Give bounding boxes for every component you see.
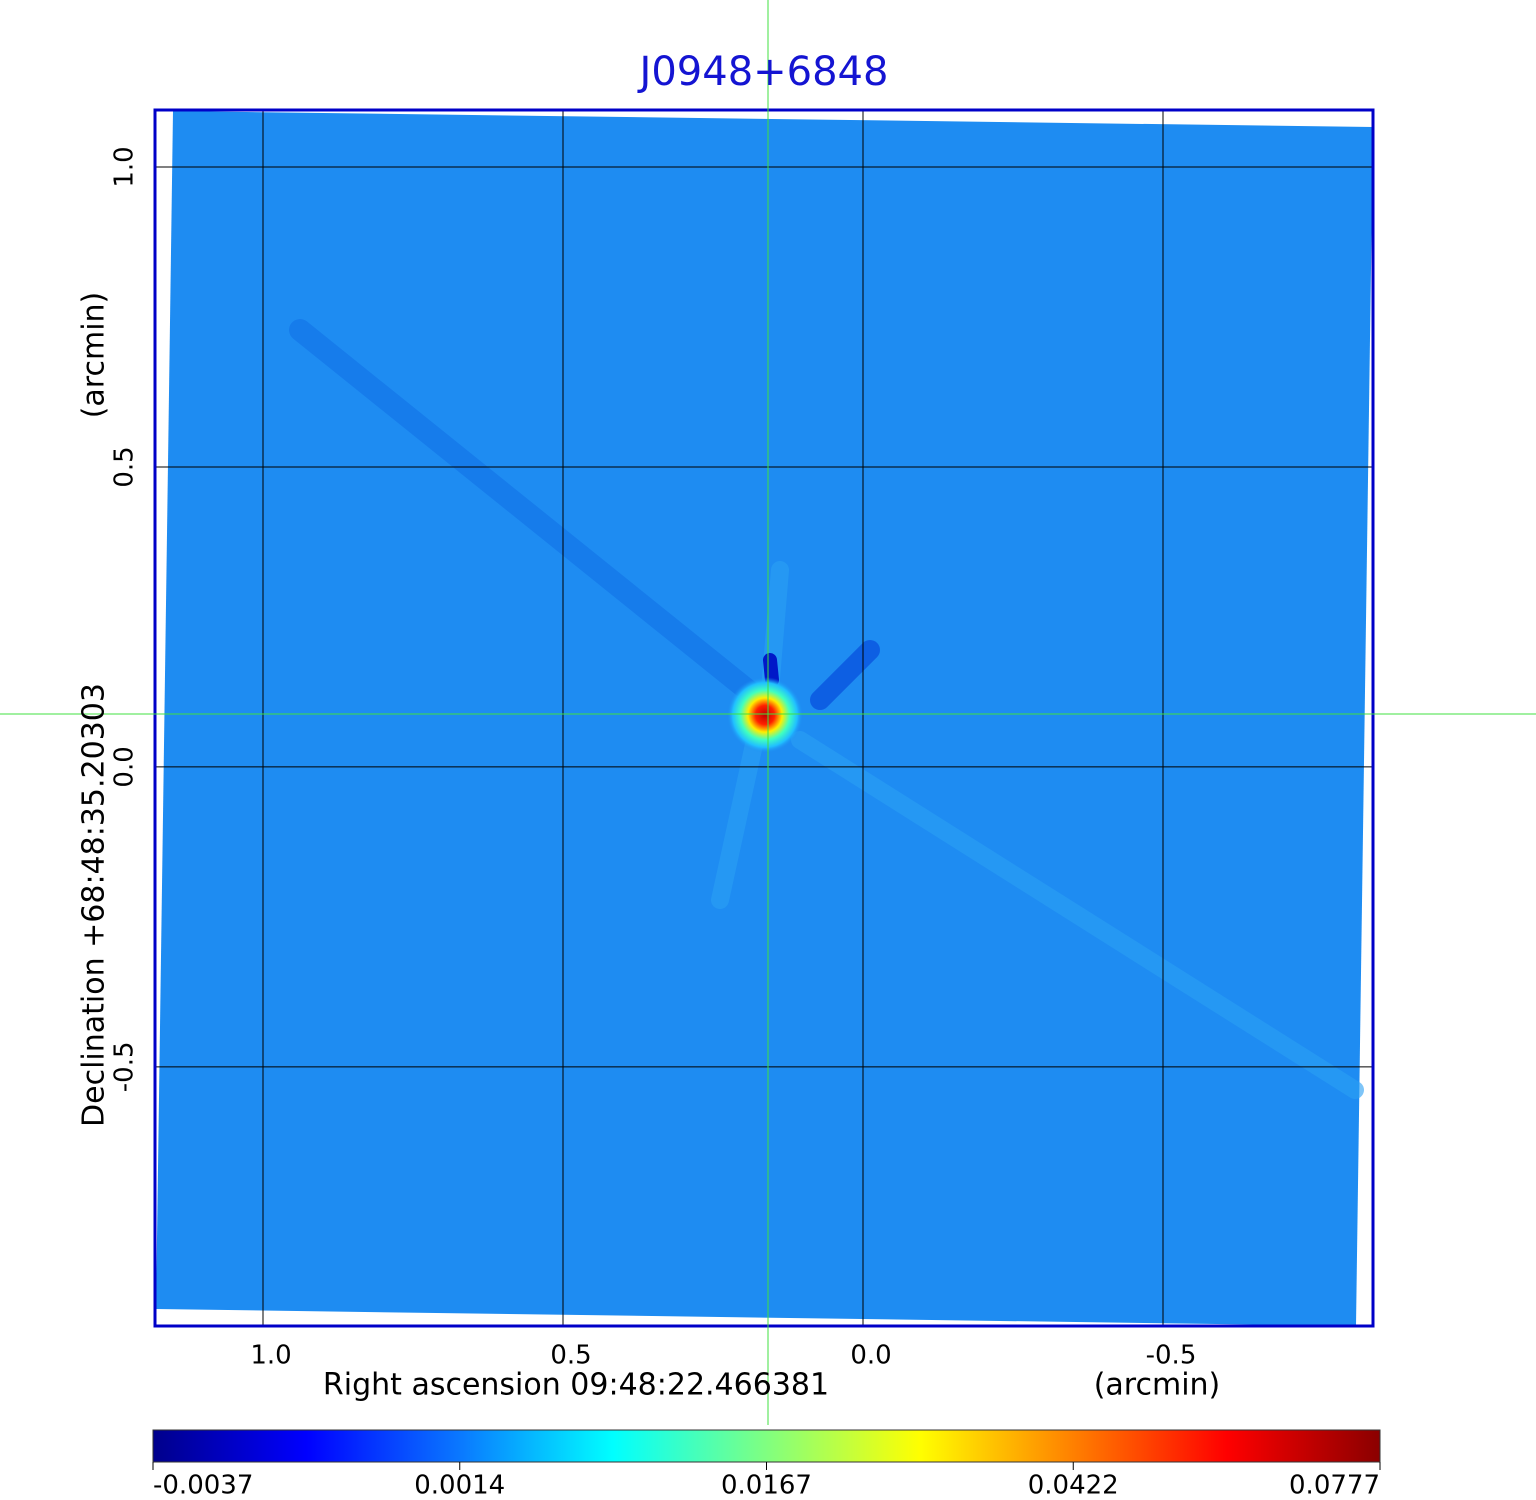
x-tick-label: 1.0	[250, 1341, 291, 1371]
colorbar-tick-label: 0.0014	[414, 1471, 505, 1500]
y-tick-label: -0.5	[110, 1041, 140, 1092]
image-structure	[289, 319, 1364, 1099]
y-tick-label: 0.0	[110, 746, 140, 787]
x-axis-unit: (arcmin)	[1094, 1368, 1221, 1403]
chart-title: J0948+6848	[637, 49, 889, 95]
grid	[155, 110, 1373, 1326]
y-axis-unit: (arcmin)	[77, 292, 112, 419]
frame	[153, 108, 1375, 1328]
x-tick-label: 0.0	[850, 1341, 891, 1371]
colorbar-tick-label: 0.0167	[721, 1471, 812, 1500]
colorbar-tick-label: 0.0777	[1289, 1471, 1380, 1500]
colorbar-tick-label: 0.0422	[1028, 1471, 1119, 1500]
x-axis-label: Right ascension 09:48:22.466381	[323, 1368, 829, 1403]
colorbar-tick-label: -0.0037	[153, 1471, 253, 1500]
x-tick-label: -0.5	[1146, 1341, 1197, 1371]
x-tick-label: 0.5	[550, 1341, 591, 1371]
y-tick-label: 1.0	[110, 146, 140, 187]
colorbar	[152, 1429, 1381, 1463]
y-tick-label: 0.5	[110, 446, 140, 487]
source	[727, 677, 803, 753]
y-axis-label: Declination +68:48:35.20303	[77, 683, 112, 1127]
